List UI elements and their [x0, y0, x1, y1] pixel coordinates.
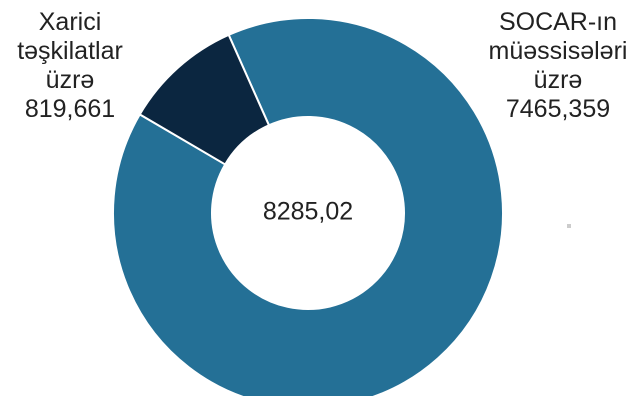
dot: [567, 224, 571, 228]
donut-slice: [138, 33, 271, 166]
center-label: 8285,02: [263, 198, 353, 226]
value-label: 7465,359: [505, 95, 611, 123]
value-label: 819,661: [24, 95, 116, 123]
slice-name: Xarici təşkilatlar üzrə: [17, 8, 123, 94]
slice-name: SOCAR-ın müəssisələri üzrə: [488, 8, 628, 94]
legend-entry: Xarici təşkilatlar üzrə 819,661: [0, 8, 140, 124]
legend-entry: SOCAR-ın müəssisələri üzrə 7465,359: [488, 8, 628, 124]
donut-slice: [112, 17, 504, 396]
